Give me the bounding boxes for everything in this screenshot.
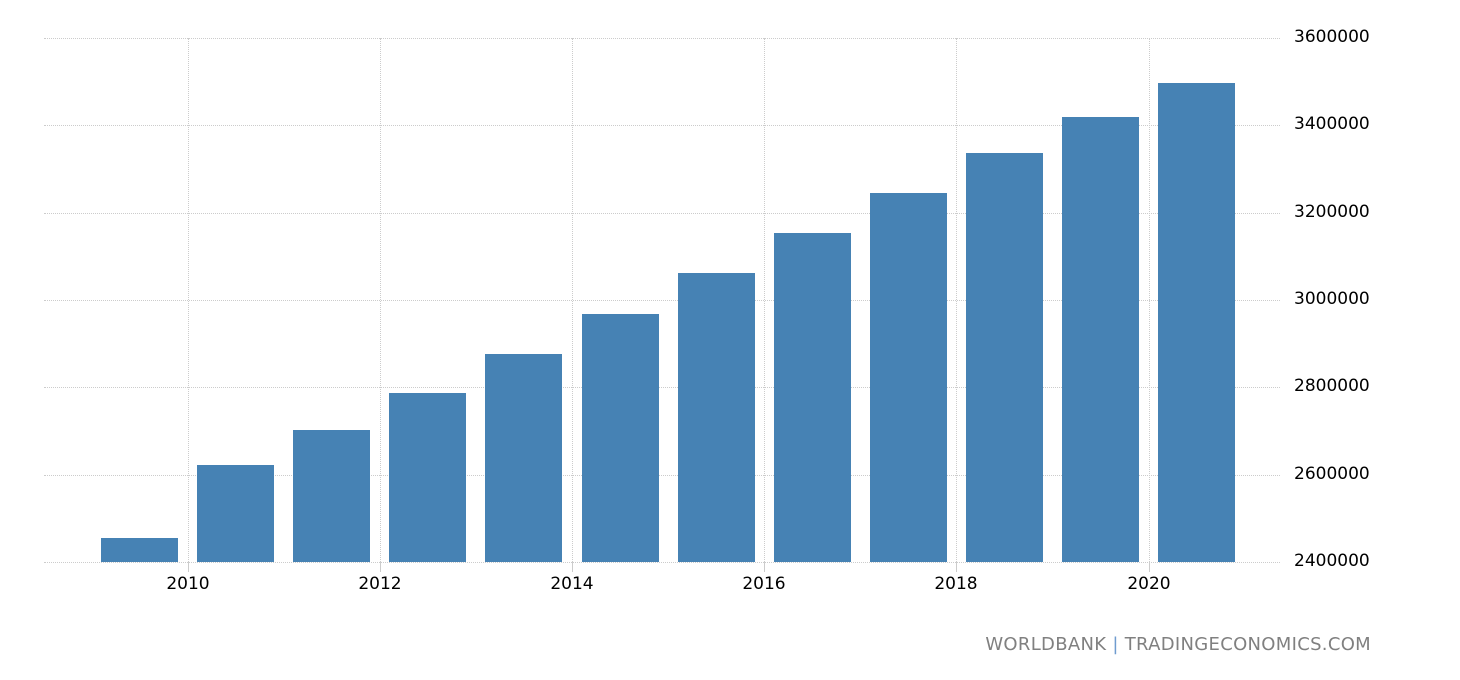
v-grid-line [1149, 38, 1150, 562]
bar-2019 [1062, 117, 1139, 562]
bar-2018 [965, 152, 1043, 562]
v-grid-line [764, 38, 765, 562]
x-tick [956, 562, 957, 572]
bar-2017 [869, 193, 947, 562]
v-grid-line [572, 38, 573, 562]
bar-2010 [197, 465, 275, 562]
x-tick-label: 2010 [166, 574, 210, 594]
y-tick-label: 3600000 [1294, 27, 1370, 47]
y-tick-label: 3200000 [1294, 202, 1370, 222]
h-grid-line [44, 125, 1280, 126]
y-tick-label: 2400000 [1294, 551, 1370, 571]
x-tick-label: 2016 [742, 574, 786, 594]
y-tick-label: 3000000 [1294, 289, 1370, 309]
bar-2011 [293, 430, 371, 562]
source-tradingeconomics: TRADINGECONOMICS.COM [1124, 634, 1371, 655]
h-grid-line [44, 38, 1280, 39]
x-tick [188, 562, 189, 572]
bar-2012 [389, 393, 467, 562]
bar-2013 [485, 354, 563, 562]
bar-2020 [1158, 82, 1236, 562]
bar-2015 [677, 272, 755, 562]
bar-2009 [101, 537, 178, 562]
h-grid-line [44, 562, 1280, 563]
source-worldbank: WORLDBANK [985, 634, 1107, 655]
v-grid-line [188, 38, 189, 562]
bar-2016 [773, 233, 851, 562]
x-tick [1149, 562, 1150, 572]
x-tick-label: 2014 [550, 574, 594, 594]
h-grid-line [44, 475, 1280, 476]
h-grid-line [44, 300, 1280, 301]
source-separator: | [1112, 634, 1119, 655]
x-tick-label: 2018 [934, 574, 978, 594]
x-tick-label: 2020 [1127, 574, 1171, 594]
x-tick [764, 562, 765, 572]
h-grid-line [44, 387, 1280, 388]
v-grid-line [380, 38, 381, 562]
y-tick-label: 3400000 [1294, 114, 1370, 134]
x-tick [380, 562, 381, 572]
y-tick-label: 2600000 [1294, 464, 1370, 484]
v-grid-line [956, 38, 957, 562]
x-tick-label: 2012 [358, 574, 402, 594]
bar-2014 [581, 313, 659, 562]
x-tick [572, 562, 573, 572]
y-tick-label: 2800000 [1294, 376, 1370, 396]
source-attribution: WORLDBANK | TRADINGECONOMICS.COM [985, 634, 1371, 655]
h-grid-line [44, 213, 1280, 214]
